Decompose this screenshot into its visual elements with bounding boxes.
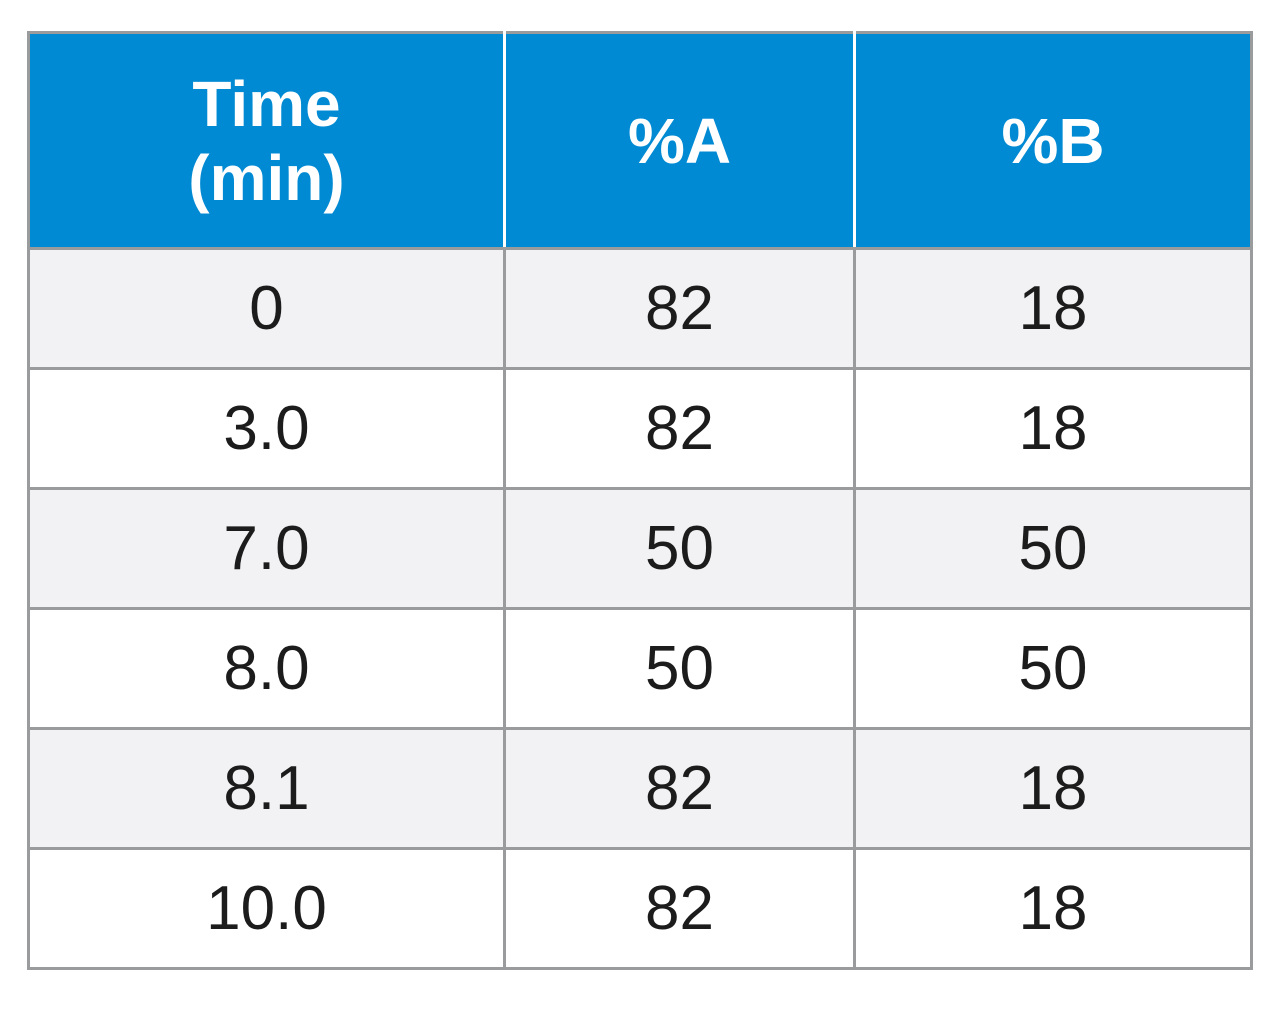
table-row: 3.0 82 18 <box>27 367 1253 490</box>
cell-time: 8.1 <box>27 727 506 850</box>
cell-time: 0 <box>27 247 506 370</box>
cell-percent-b: 18 <box>853 367 1253 490</box>
cell-percent-a: 82 <box>503 847 856 970</box>
cell-percent-b: 18 <box>853 847 1253 970</box>
cell-percent-a: 82 <box>503 367 856 490</box>
cell-time: 10.0 <box>27 847 506 970</box>
table-row: 8.0 50 50 <box>27 607 1253 730</box>
cell-time: 7.0 <box>27 487 506 610</box>
cell-percent-a: 50 <box>503 487 856 610</box>
cell-time: 8.0 <box>27 607 506 730</box>
table-header: Time (min) %A %B <box>27 31 1253 250</box>
table-row: 7.0 50 50 <box>27 487 1253 610</box>
cell-percent-b: 18 <box>853 727 1253 850</box>
cell-percent-b: 18 <box>853 247 1253 370</box>
table-row: 10.0 82 18 <box>27 847 1253 970</box>
cell-percent-b: 50 <box>853 607 1253 730</box>
cell-time: 3.0 <box>27 367 506 490</box>
table-body: 0 82 18 3.0 82 18 7.0 50 50 8.0 50 50 8.… <box>27 247 1253 970</box>
header-percent-a: %A <box>503 31 856 250</box>
gradient-table: Time (min) %A %B 0 82 18 3.0 82 18 7.0 5… <box>27 31 1253 970</box>
cell-percent-a: 82 <box>503 727 856 850</box>
header-percent-b: %B <box>853 31 1253 250</box>
cell-percent-a: 82 <box>503 247 856 370</box>
cell-percent-a: 50 <box>503 607 856 730</box>
header-row: Time (min) %A %B <box>27 31 1253 250</box>
cell-percent-b: 50 <box>853 487 1253 610</box>
table-row: 8.1 82 18 <box>27 727 1253 850</box>
header-time: Time (min) <box>27 31 506 250</box>
table-row: 0 82 18 <box>27 247 1253 370</box>
